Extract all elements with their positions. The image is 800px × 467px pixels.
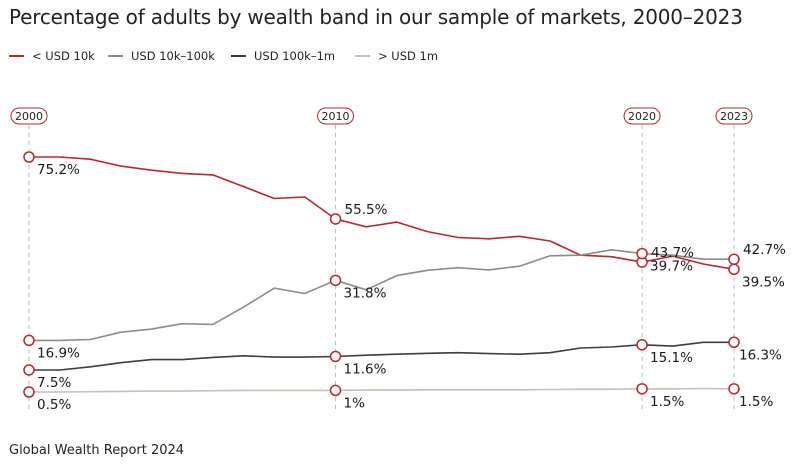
value-label-gt1m-2023: 1.5% [739, 394, 773, 410]
value-label-100k-1m-2000: 7.5% [37, 375, 71, 391]
series-lines [29, 156, 735, 393]
legend-swatch-100k-1m [231, 55, 246, 57]
series-line-lt10k [29, 156, 735, 271]
legend-item-10k-100k: USD 10k–100k [108, 49, 215, 63]
legend-label-10k-100k: USD 10k–100k [131, 49, 215, 63]
marker-gt1m-2010 [329, 384, 342, 397]
value-label-100k-1m-2020: 15.1% [650, 350, 693, 366]
legend-item-lt10k: < USD 10k [9, 49, 95, 63]
chart-title: Percentage of adults by wealth band in o… [9, 5, 743, 29]
marker-100k-1m-2023 [728, 336, 740, 349]
value-label-lt10k-2010: 55.5% [345, 202, 388, 218]
value-labels: 75.2% 55.5% 43.7% 39.5% 16.9% 31.8% 39.7% 42.7%… [37, 162, 786, 413]
marker-gt1m-2000 [23, 386, 35, 398]
value-label-lt10k-2020: 43.7% [651, 245, 694, 261]
marker-gt1m-2020 [636, 383, 648, 395]
marker-lt10k-2023 [728, 263, 740, 276]
marker-10k-100k-2020 [636, 247, 648, 260]
series-line-10k-100k [29, 249, 734, 342]
value-label-10k-100k-2010: 31.8% [344, 285, 387, 301]
year-label-2010: 2010 [322, 110, 350, 123]
marker-10k-100k-2000 [23, 334, 35, 347]
point-markers [23, 151, 740, 398]
year-label-2023: 2023 [720, 110, 748, 123]
value-label-10k-100k-2023: 42.7% [743, 242, 786, 258]
year-pill-2000 [10, 107, 48, 125]
legend-label-lt10k: < USD 10k [32, 49, 95, 63]
series-line-gt1m [29, 387, 735, 393]
marker-100k-1m-2020 [636, 339, 648, 351]
marker-10k-100k-2010 [329, 274, 342, 287]
year-pills: 2000 2010 2020 2023 [10, 107, 753, 125]
marker-gt1m-2023 [728, 383, 740, 395]
legend-label-gt1m: > USD 1m [378, 49, 439, 63]
year-label-2000: 2000 [15, 110, 43, 123]
value-label-lt10k-2000: 75.2% [37, 162, 80, 178]
year-label-2020: 2020 [628, 110, 656, 123]
marker-lt10k-2000 [23, 151, 35, 163]
value-label-100k-1m-2023: 16.3% [739, 347, 782, 363]
marker-lt10k-2010 [329, 213, 342, 225]
legend-swatch-10k-100k [108, 55, 123, 57]
legend-swatch-gt1m [355, 55, 370, 57]
value-label-gt1m-2000: 0.5% [37, 397, 71, 413]
marker-100k-1m-2000 [23, 364, 35, 376]
year-pill-2023 [715, 107, 753, 125]
value-label-gt1m-2010: 1% [344, 395, 366, 411]
value-label-gt1m-2020: 1.5% [650, 394, 684, 410]
legend-item-100k-1m: USD 100k–1m [231, 49, 335, 63]
legend-item-gt1m: > USD 1m [355, 49, 438, 63]
year-pill-2010 [317, 107, 355, 125]
value-label-10k-100k-2000: 16.9% [37, 345, 80, 361]
value-label-10k-100k-2020: 39.7% [650, 259, 693, 275]
marker-10k-100k-2023 [728, 253, 740, 265]
value-label-100k-1m-2010: 11.6% [344, 361, 387, 377]
legend-swatch-lt10k [9, 55, 24, 57]
legend-label-100k-1m: USD 100k–1m [254, 49, 336, 63]
marker-100k-1m-2010 [329, 350, 342, 363]
series-line-100k-1m [29, 341, 734, 371]
year-pill-2020 [623, 107, 661, 125]
value-label-lt10k-2023: 39.5% [742, 274, 785, 290]
source-note: Global Wealth Report 2024 [9, 443, 185, 458]
